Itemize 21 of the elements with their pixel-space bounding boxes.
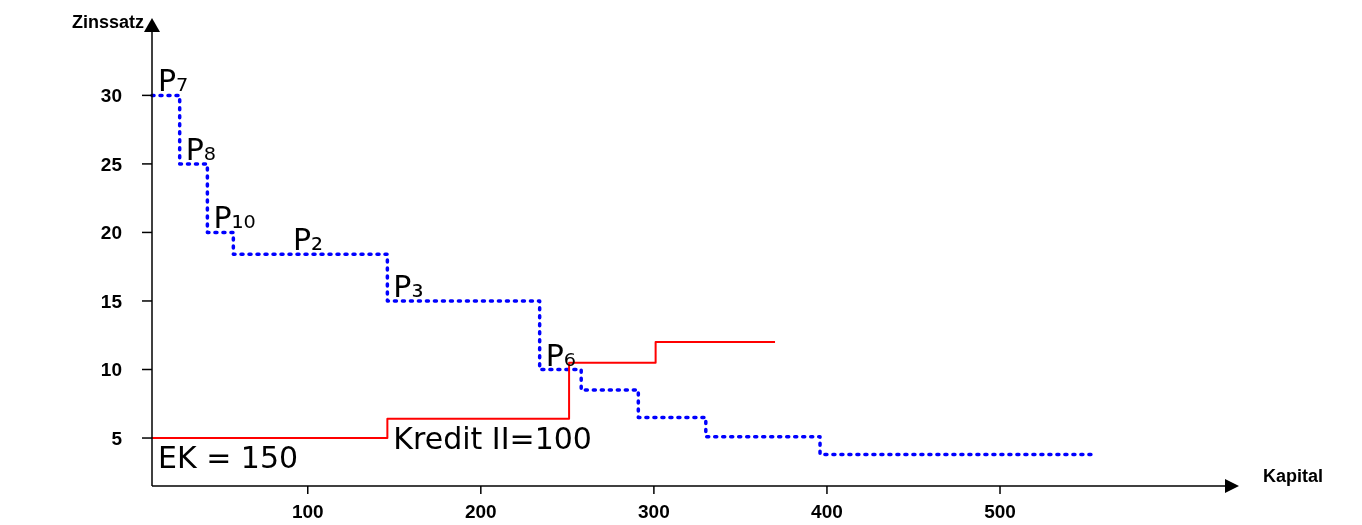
x-tick-label: 300 (638, 501, 670, 522)
y-tick-label: 20 (100, 222, 122, 244)
annotation: P₈ (185, 131, 216, 167)
y-tick-label: 10 (100, 359, 122, 381)
y-tick-label: 15 (100, 290, 123, 312)
annotation: P₁₀ (213, 200, 256, 236)
x-tick-label: 100 (291, 501, 324, 522)
x-tick-label: 200 (464, 501, 497, 522)
y-tick-label: 30 (100, 85, 122, 107)
annotation: P₃ (393, 268, 424, 304)
annotation: P₂ (292, 222, 324, 258)
y-tick-label: 5 (111, 427, 123, 449)
annotation: P₆ (545, 337, 576, 373)
x-axis-title: Kapital (1263, 466, 1324, 486)
y-axis-title: Zinssatz (71, 12, 144, 32)
annotation: EK = 150 (158, 440, 299, 476)
y-tick-label: 25 (100, 153, 123, 175)
x-tick-label: 400 (811, 501, 843, 522)
annotation: P₇ (158, 63, 189, 99)
annotation: Kredit II=100 (393, 421, 592, 457)
x-tick-label: 500 (984, 501, 1016, 522)
